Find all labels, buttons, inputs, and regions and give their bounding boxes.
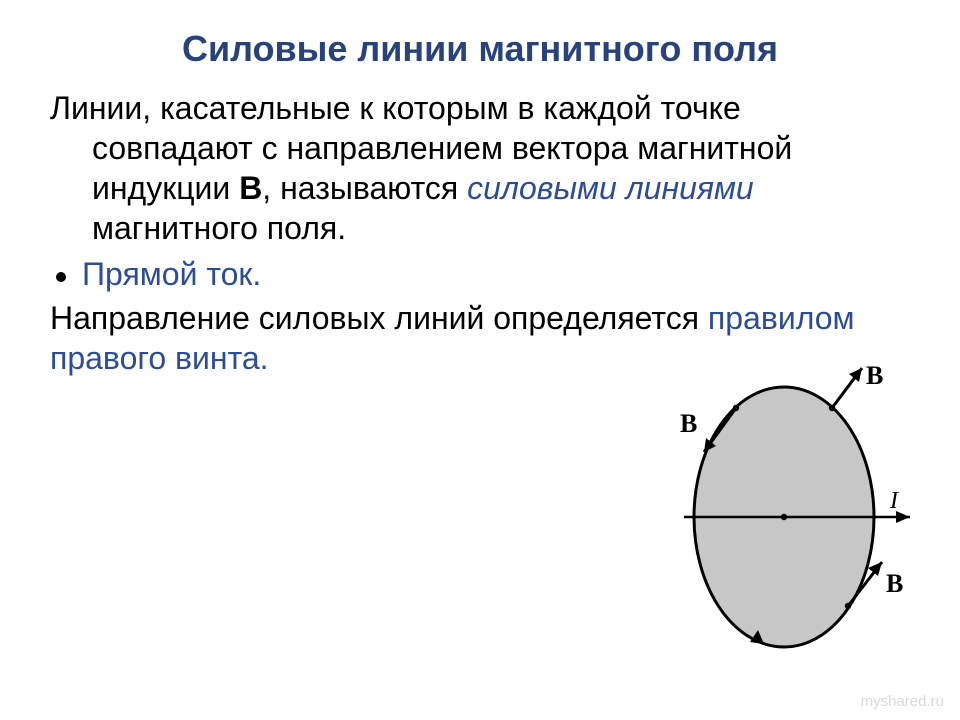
rule-word-2: правого винта. <box>50 340 269 376</box>
center-dot <box>781 514 787 520</box>
slide: Силовые линии магнитного поля Линии, кас… <box>0 0 960 720</box>
rule-word-1: правилом <box>708 300 855 336</box>
bullet-icon <box>56 272 66 282</box>
label-B-bottom-right: B <box>886 569 903 598</box>
label-I: I <box>889 488 899 514</box>
direction-paragraph: Направление силовых линий определяется п… <box>50 298 910 338</box>
def-suffix: магнитного поля. <box>92 210 346 246</box>
term-field-lines: силовыми линиями <box>467 170 754 206</box>
slide-title: Силовые линии магнитного поля <box>50 28 910 70</box>
field-diagram: B B B I <box>666 362 926 662</box>
current-arrowhead-icon <box>896 511 910 523</box>
bullet-straight-current: Прямой ток. <box>50 254 910 294</box>
vector-B: В <box>239 170 262 206</box>
label-B-top-left: B <box>680 409 697 438</box>
b-arrow-top-right-icon <box>849 368 862 382</box>
b-arrow-bottom-right-icon <box>868 562 882 576</box>
def-mid: , называются <box>262 170 467 206</box>
watermark: myshared.ru <box>861 693 944 710</box>
bullet-label: Прямой ток. <box>82 256 261 292</box>
definition-paragraph: Линии, касательные к которым в каждой то… <box>50 88 910 248</box>
dir-prefix: Направление силовых линий определяется <box>50 300 708 336</box>
diagram-svg: B B B I <box>666 362 926 662</box>
body-text: Линии, касательные к которым в каждой то… <box>50 88 910 378</box>
label-B-top-right: B <box>866 362 883 390</box>
